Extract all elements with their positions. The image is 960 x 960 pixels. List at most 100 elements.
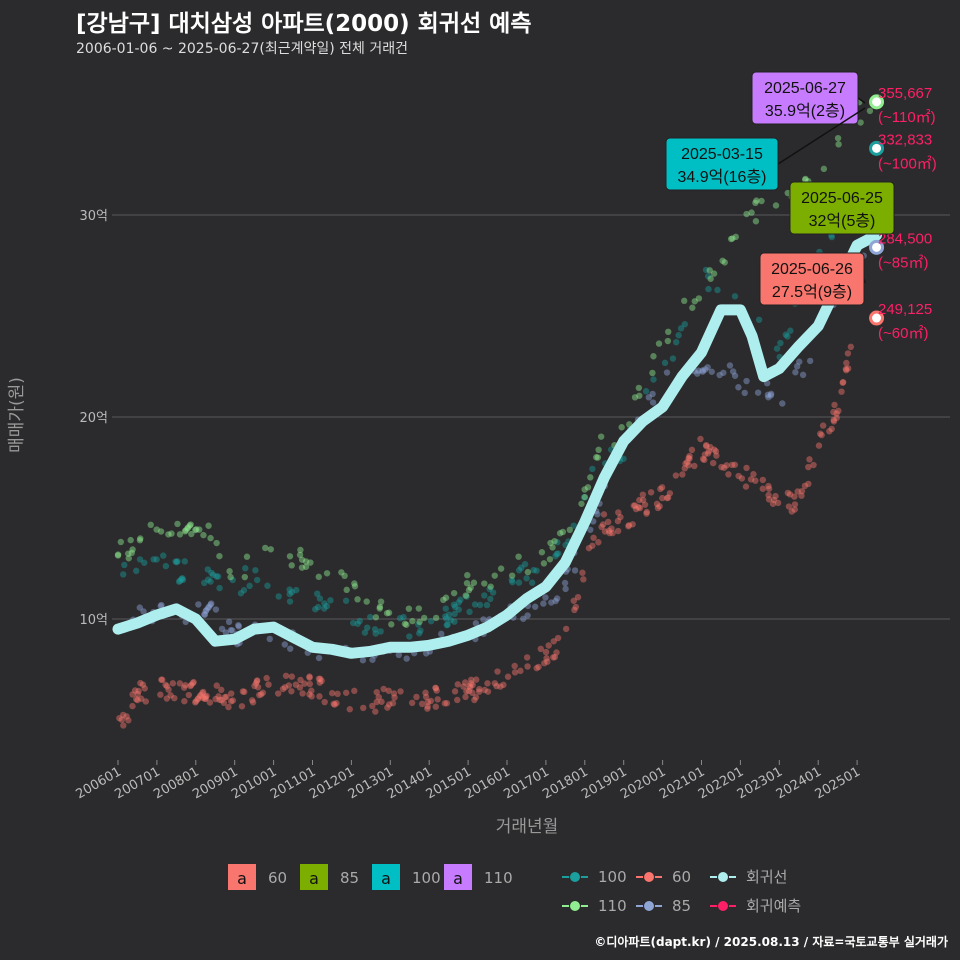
transaction-point bbox=[497, 683, 504, 690]
transaction-point bbox=[129, 546, 136, 553]
transaction-point bbox=[281, 684, 289, 691]
transaction-point bbox=[258, 691, 265, 698]
transaction-point bbox=[372, 614, 380, 621]
transaction-point bbox=[663, 494, 671, 502]
legend-box-label: 85 bbox=[340, 869, 359, 887]
transaction-point bbox=[515, 567, 523, 574]
transaction-point bbox=[225, 618, 233, 626]
transaction-point bbox=[363, 598, 370, 605]
transaction-point bbox=[587, 526, 594, 533]
transaction-point bbox=[351, 580, 358, 587]
transaction-point bbox=[169, 680, 177, 687]
transaction-point bbox=[524, 663, 531, 670]
transaction-point bbox=[643, 510, 650, 517]
transaction-point bbox=[391, 694, 398, 701]
transaction-point bbox=[677, 325, 685, 332]
transaction-point bbox=[205, 522, 212, 529]
transaction-point bbox=[472, 694, 480, 701]
transaction-point bbox=[497, 565, 505, 572]
transaction-point bbox=[712, 448, 720, 455]
transaction-point bbox=[489, 589, 497, 596]
transaction-point bbox=[844, 365, 852, 372]
transaction-point bbox=[433, 687, 440, 694]
transaction-point bbox=[559, 528, 567, 536]
transaction-point bbox=[709, 459, 717, 467]
transaction-point bbox=[673, 338, 680, 346]
transaction-point bbox=[314, 590, 321, 597]
transaction-point bbox=[406, 633, 413, 640]
transaction-point bbox=[617, 513, 624, 521]
transaction-point bbox=[511, 669, 519, 676]
transaction-point bbox=[631, 502, 639, 509]
transaction-point bbox=[562, 625, 570, 633]
transaction-point bbox=[330, 700, 337, 707]
transaction-point bbox=[194, 696, 201, 703]
transaction-point bbox=[669, 355, 677, 362]
transaction-point bbox=[742, 483, 750, 490]
transaction-point bbox=[216, 552, 223, 560]
transaction-point bbox=[415, 621, 422, 628]
transaction-point bbox=[729, 235, 736, 242]
transaction-point bbox=[174, 558, 181, 565]
transaction-point bbox=[842, 365, 850, 373]
transaction-point bbox=[469, 681, 476, 689]
annotation-price: 34.9억(16층) bbox=[677, 168, 766, 186]
transaction-point bbox=[385, 609, 393, 616]
transaction-point bbox=[636, 392, 643, 399]
transaction-point bbox=[524, 568, 532, 576]
transaction-point bbox=[251, 682, 258, 690]
transaction-point bbox=[476, 601, 484, 609]
transaction-point bbox=[719, 257, 726, 264]
transaction-point bbox=[116, 714, 123, 722]
transaction-point bbox=[663, 369, 671, 376]
transaction-point bbox=[447, 616, 455, 624]
transaction-point bbox=[192, 699, 199, 706]
transaction-point bbox=[176, 577, 184, 585]
transaction-point bbox=[125, 555, 132, 562]
transaction-point bbox=[511, 662, 518, 670]
transaction-point bbox=[629, 521, 636, 528]
transaction-point bbox=[286, 586, 293, 593]
transaction-point bbox=[765, 485, 773, 492]
legend-line-marker bbox=[569, 900, 581, 912]
transaction-point bbox=[699, 368, 707, 375]
transaction-point bbox=[518, 564, 525, 571]
transaction-point bbox=[494, 668, 501, 675]
transaction-point bbox=[726, 362, 734, 369]
transaction-point bbox=[782, 331, 790, 338]
transaction-point bbox=[643, 508, 651, 516]
transaction-point bbox=[315, 654, 323, 662]
transaction-point bbox=[552, 597, 559, 605]
transaction-point bbox=[521, 561, 529, 568]
transaction-point bbox=[664, 337, 672, 345]
transaction-point bbox=[163, 683, 171, 690]
annotation-price: 35.9억(2층) bbox=[765, 102, 845, 120]
transaction-point bbox=[173, 558, 180, 566]
transaction-point bbox=[609, 529, 616, 537]
transaction-point bbox=[551, 653, 559, 661]
transaction-point bbox=[241, 573, 249, 581]
transaction-point bbox=[321, 698, 328, 706]
transaction-point bbox=[142, 698, 149, 705]
transaction-point bbox=[555, 550, 562, 557]
transaction-point bbox=[252, 680, 260, 687]
transaction-point bbox=[127, 536, 134, 544]
transaction-point bbox=[117, 538, 125, 546]
transaction-point bbox=[711, 446, 718, 453]
transaction-point bbox=[654, 504, 662, 512]
transaction-point bbox=[471, 601, 479, 608]
transaction-point bbox=[327, 597, 334, 604]
annotation-box bbox=[759, 252, 865, 306]
prediction-value: 284,500 bbox=[878, 230, 932, 247]
transaction-point bbox=[716, 371, 723, 379]
transaction-point bbox=[226, 568, 233, 575]
transaction-point bbox=[796, 358, 803, 365]
transaction-point bbox=[561, 579, 569, 587]
transaction-point bbox=[375, 693, 382, 701]
transaction-point bbox=[265, 681, 272, 688]
transaction-point bbox=[550, 638, 557, 645]
transaction-point bbox=[201, 611, 209, 618]
transaction-point bbox=[321, 600, 328, 607]
transaction-point bbox=[184, 525, 191, 532]
transaction-point bbox=[792, 369, 799, 376]
